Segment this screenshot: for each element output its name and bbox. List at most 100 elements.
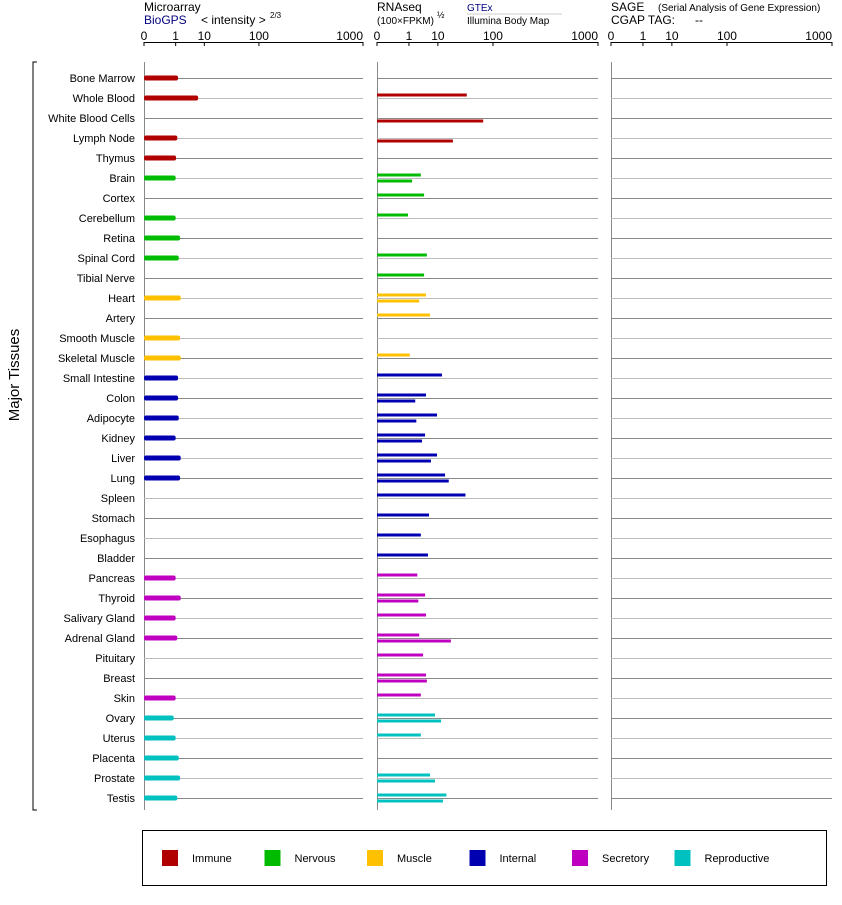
row-label: Lung bbox=[111, 473, 135, 485]
row-label: Skin bbox=[114, 693, 135, 705]
row-label: Adipocyte bbox=[87, 413, 135, 425]
bar bbox=[377, 433, 426, 437]
bar bbox=[377, 493, 466, 497]
bar bbox=[144, 335, 181, 341]
legend-swatch bbox=[162, 850, 178, 866]
bar bbox=[144, 235, 181, 241]
row-label: Retina bbox=[103, 233, 136, 245]
bar bbox=[377, 719, 442, 723]
bar bbox=[377, 693, 421, 697]
row-label: Placenta bbox=[92, 753, 136, 765]
panel-title: SAGE bbox=[611, 0, 644, 14]
bar bbox=[377, 773, 431, 777]
row-label: Small Intestine bbox=[63, 373, 135, 385]
tag-label: CGAP TAG: bbox=[611, 13, 675, 27]
row-label: Cortex bbox=[103, 193, 136, 205]
legend-swatch bbox=[367, 850, 383, 866]
x-tick-label: 10 bbox=[665, 29, 679, 43]
row-label: Spinal Cord bbox=[78, 253, 135, 265]
bar bbox=[377, 293, 426, 297]
bar bbox=[377, 673, 426, 677]
row-label: Artery bbox=[106, 313, 136, 325]
legend-label: Internal bbox=[500, 853, 537, 865]
legend-swatch bbox=[572, 850, 588, 866]
bar bbox=[377, 453, 438, 457]
row-label: Lymph Node bbox=[73, 133, 135, 145]
bar bbox=[377, 179, 413, 183]
axis-exponent: ½ bbox=[437, 10, 445, 20]
row-label: Prostate bbox=[94, 773, 135, 785]
bar bbox=[377, 193, 425, 197]
bar bbox=[144, 295, 181, 301]
x-tick-label: 1000 bbox=[571, 29, 598, 43]
bar bbox=[144, 615, 176, 621]
bar bbox=[377, 613, 426, 617]
bar bbox=[377, 513, 430, 517]
panel-title: RNAseq bbox=[377, 0, 422, 14]
row-label: Smooth Muscle bbox=[59, 333, 135, 345]
x-tick-label: 1 bbox=[406, 29, 413, 43]
x-tick-label: 10 bbox=[198, 29, 212, 43]
x-tick-label: 100 bbox=[717, 29, 737, 43]
bar bbox=[377, 413, 438, 417]
row-label: Skeletal Muscle bbox=[58, 353, 135, 365]
row-label: Ovary bbox=[106, 713, 136, 725]
bar bbox=[377, 93, 467, 97]
row-label: Brain bbox=[109, 173, 135, 185]
bar bbox=[377, 419, 417, 423]
legend-label: Nervous bbox=[295, 853, 336, 865]
row-label: Salivary Gland bbox=[63, 613, 135, 625]
row-label: Thyroid bbox=[98, 593, 135, 605]
panel-title: Microarray bbox=[144, 0, 201, 14]
row-label: Stomach bbox=[92, 513, 135, 525]
bar bbox=[144, 635, 178, 641]
bar bbox=[144, 355, 181, 361]
bar bbox=[377, 393, 426, 397]
bar bbox=[377, 119, 484, 123]
axis-label: < intensity > bbox=[201, 13, 266, 27]
row-label: Heart bbox=[108, 293, 135, 305]
bar bbox=[144, 215, 176, 221]
bar bbox=[144, 415, 179, 421]
bar bbox=[377, 399, 416, 403]
tag: -- bbox=[695, 13, 703, 27]
row-label: Bladder bbox=[97, 553, 135, 565]
bar bbox=[377, 779, 435, 783]
bar bbox=[377, 479, 449, 483]
legend-swatch bbox=[674, 850, 691, 866]
bar bbox=[144, 95, 199, 101]
bar bbox=[144, 475, 181, 481]
bar bbox=[377, 639, 451, 643]
bar bbox=[144, 395, 179, 401]
row-label: Kidney bbox=[101, 433, 135, 445]
bar bbox=[144, 455, 181, 461]
legend-label: Secretory bbox=[602, 853, 650, 865]
bar bbox=[377, 253, 427, 257]
row-label: Whole Blood bbox=[73, 93, 135, 105]
axis-exponent: 2/3 bbox=[270, 11, 282, 20]
bar bbox=[377, 213, 409, 217]
bar bbox=[144, 775, 181, 781]
row-label: Adrenal Gland bbox=[65, 633, 135, 645]
bar bbox=[377, 679, 427, 683]
x-tick-label: 1 bbox=[640, 29, 647, 43]
bar bbox=[144, 735, 176, 741]
panel-subtitle: (Serial Analysis of Gene Expression) bbox=[658, 3, 820, 14]
bar bbox=[144, 135, 178, 141]
bar bbox=[377, 633, 420, 637]
row-label: Bone Marrow bbox=[70, 73, 135, 85]
row-label: Esophagus bbox=[80, 533, 136, 545]
x-tick-label: 1000 bbox=[336, 29, 363, 43]
bar bbox=[377, 373, 442, 377]
legend-label: Immune bbox=[192, 853, 232, 865]
bar bbox=[377, 793, 447, 797]
bar bbox=[377, 459, 431, 463]
bar bbox=[144, 155, 177, 161]
bar bbox=[377, 713, 435, 717]
bar bbox=[377, 299, 420, 303]
bar bbox=[377, 439, 422, 443]
series-name: Illumina Body Map bbox=[467, 16, 550, 27]
bar bbox=[377, 573, 418, 577]
row-label: Breast bbox=[103, 673, 135, 685]
